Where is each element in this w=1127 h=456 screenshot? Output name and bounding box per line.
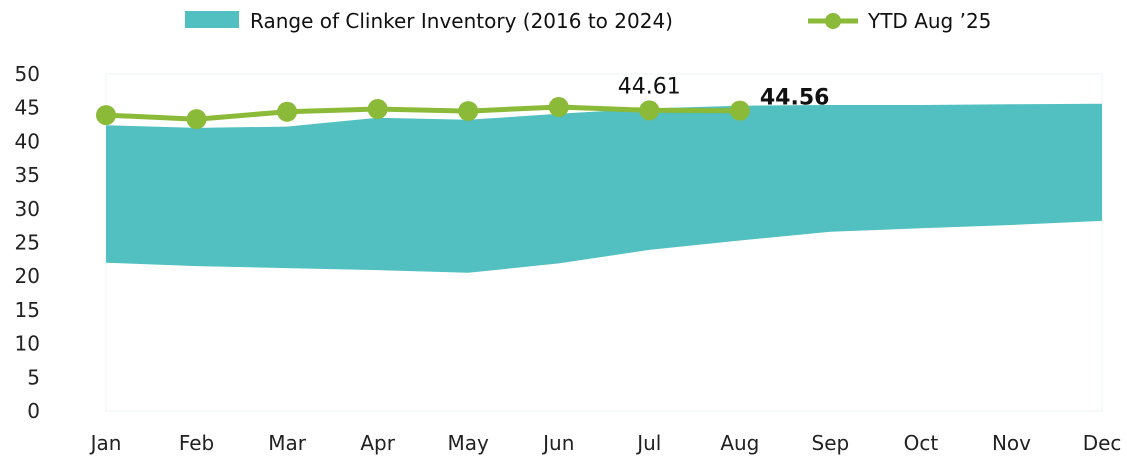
ytd-marker	[96, 105, 116, 126]
ytd-line	[103, 104, 743, 122]
x-tick-label: Apr	[360, 431, 395, 455]
x-tick-label: Sep	[812, 431, 850, 455]
ytd-marker	[639, 100, 660, 121]
y-tick-label: 15	[15, 298, 40, 322]
x-tick-label: Oct	[904, 431, 939, 455]
data-label: 44.56	[760, 86, 830, 111]
ytd-marker	[277, 101, 298, 122]
y-tick-label: 5	[27, 365, 40, 389]
x-tick-label: Dec	[1083, 431, 1122, 455]
y-tick-label: 35	[15, 163, 40, 187]
y-tick-label: 40	[15, 129, 40, 153]
legend-range-swatch	[185, 11, 239, 28]
data-label: 44.61	[618, 74, 681, 99]
x-tick-label: Jun	[541, 431, 574, 455]
y-tick-label: 0	[27, 399, 40, 423]
ytd-marker	[186, 109, 207, 130]
legend: Range of Clinker Inventory (2016 to 2024…	[185, 9, 991, 33]
legend-range-label: Range of Clinker Inventory (2016 to 2024…	[250, 9, 673, 33]
plot-area: 0 5 10 15 20 25 30 35 40 45 50 Jan Feb Mar Apr May Jun Ju…	[15, 62, 1122, 455]
y-tick-label: 10	[15, 332, 40, 356]
ytd-marker	[458, 101, 479, 122]
y-tick-label: 20	[15, 264, 40, 288]
x-tick-label: May	[448, 431, 490, 455]
range-area	[106, 103, 1102, 273]
legend-ytd-label: YTD Aug ’25	[867, 9, 991, 33]
x-tick-label: Nov	[992, 431, 1031, 455]
x-tick-label: Aug	[720, 431, 759, 455]
y-tick-label: 30	[15, 197, 40, 221]
y-tick-label: 45	[15, 96, 40, 120]
ytd-marker	[367, 99, 388, 120]
x-tick-label: Jul	[635, 431, 661, 455]
y-tick-label: 50	[15, 62, 40, 86]
x-tick-label: Mar	[268, 431, 307, 455]
ytd-marker	[548, 97, 569, 118]
x-tick-label: Jan	[89, 431, 122, 455]
y-tick-label: 25	[15, 231, 40, 255]
legend-ytd-marker	[825, 13, 841, 29]
ytd-marker	[729, 100, 750, 121]
x-tick-label: Feb	[179, 431, 214, 455]
